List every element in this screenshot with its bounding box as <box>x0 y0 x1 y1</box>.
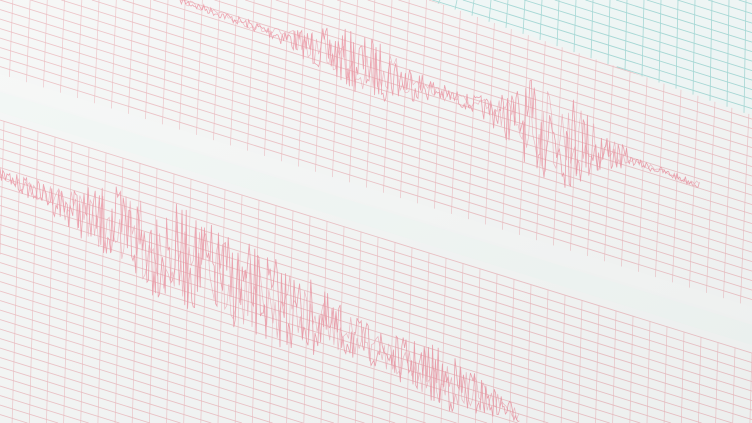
seismogram-photo <box>0 0 752 423</box>
lighting-overlay <box>0 0 752 423</box>
